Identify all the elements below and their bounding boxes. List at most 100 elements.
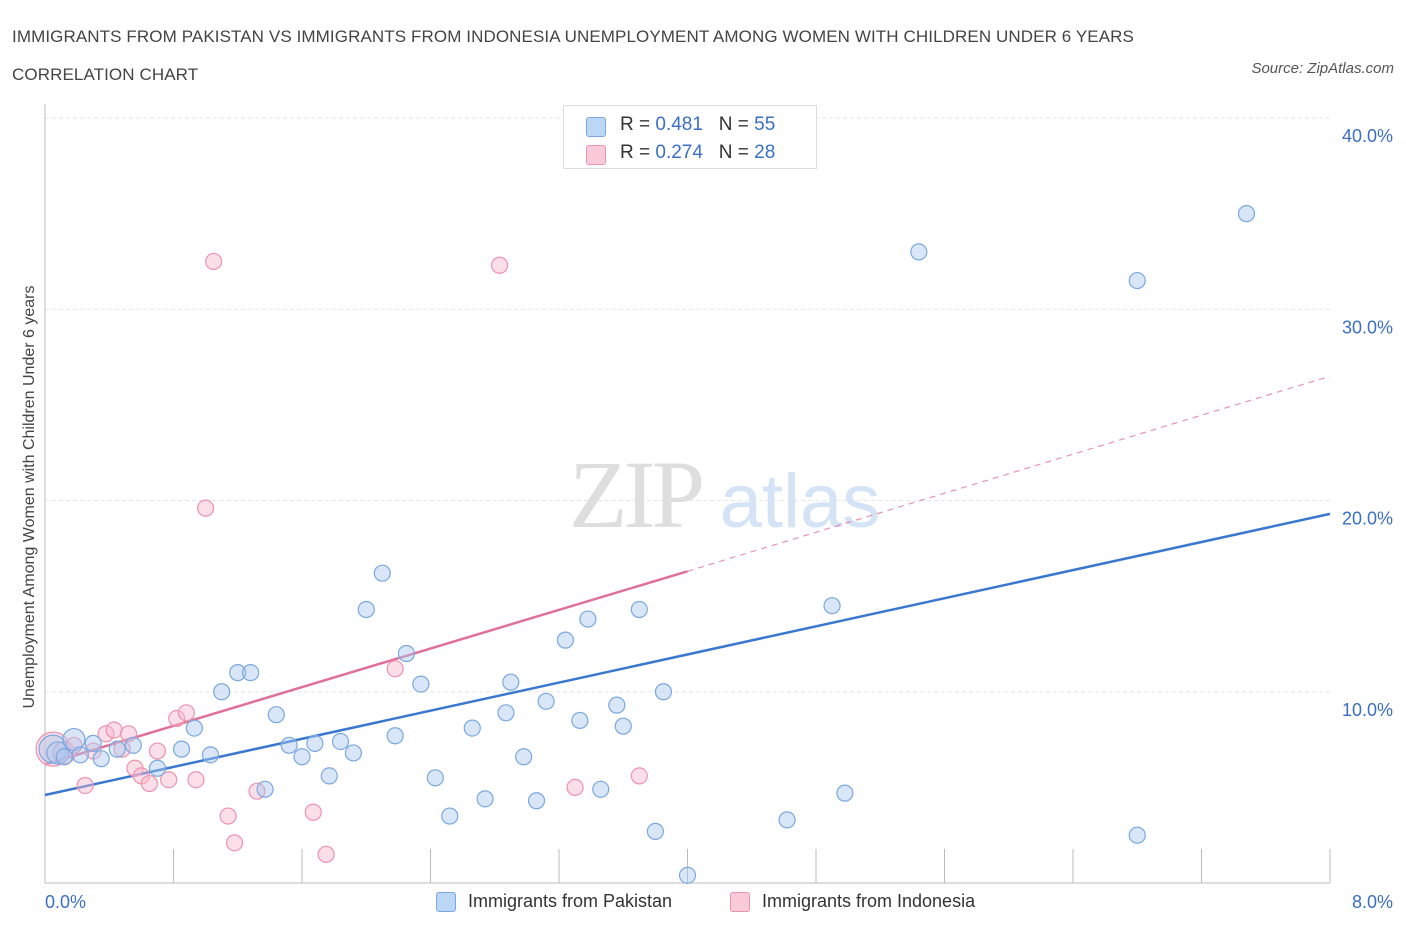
point-pakistan <box>463 719 481 737</box>
source-label: Source: ZipAtlas.com <box>1251 60 1394 77</box>
point-pakistan <box>55 748 73 766</box>
trend-line-pakistan <box>44 512 1331 797</box>
point-pakistan <box>502 673 520 691</box>
legend-n-indonesia: 28 <box>754 142 776 163</box>
trend-indonesia <box>44 375 1331 766</box>
point-pakistan <box>201 746 220 764</box>
trend-line-indonesia <box>44 570 688 766</box>
point-pakistan <box>515 748 533 766</box>
point-pakistan <box>476 790 494 808</box>
point-indonesia <box>225 834 244 852</box>
point-pakistan <box>654 683 673 701</box>
point-indonesia <box>148 742 167 760</box>
point-pakistan <box>320 767 338 785</box>
point-indonesia <box>97 725 115 743</box>
chart-title: IMMIGRANTS FROM PAKISTAN VS IMMIGRANTS F… <box>12 27 1134 84</box>
point-indonesia <box>205 252 223 271</box>
legend-r-pakistan: 0.481 <box>655 114 703 135</box>
series-swatch-pakistan <box>436 892 456 912</box>
point-indonesia <box>197 499 215 517</box>
point-indonesia <box>177 704 195 722</box>
legend-r-indonesia: 0.274 <box>655 142 703 163</box>
point-pakistan <box>412 675 430 693</box>
point-indonesia <box>386 660 404 678</box>
legend-swatch-indonesia <box>586 145 606 165</box>
point-pakistan <box>910 243 928 261</box>
point-indonesia <box>140 774 159 793</box>
point-pakistan <box>92 750 110 768</box>
point-indonesia <box>105 721 123 739</box>
points-pakistan <box>38 205 1256 884</box>
point-pakistan <box>1128 271 1146 290</box>
x-tick-label-max: 8.0% <box>1352 892 1393 912</box>
point-pakistan <box>778 811 796 829</box>
legend-n-pakistan: 55 <box>754 114 776 135</box>
point-indonesia <box>113 740 131 758</box>
point-pakistan <box>397 644 416 663</box>
point-indonesia <box>490 256 509 274</box>
point-pakistan <box>527 792 546 810</box>
point-indonesia <box>566 778 584 796</box>
watermark: ZIP atlas <box>569 441 880 548</box>
points-indonesia <box>35 252 648 863</box>
watermark-atlas: atlas <box>720 459 881 544</box>
grid-lines <box>45 117 1330 693</box>
point-pakistan <box>556 631 575 649</box>
trend-line-indonesia-extension <box>687 375 1331 572</box>
point-pakistan <box>823 597 841 615</box>
point-pakistan <box>242 664 260 682</box>
y-tick-label: 20.0% <box>1342 509 1393 529</box>
point-indonesia <box>35 731 71 767</box>
point-pakistan <box>646 822 664 840</box>
point-indonesia <box>168 709 186 728</box>
point-pakistan <box>1237 205 1256 223</box>
point-indonesia <box>160 771 178 789</box>
point-indonesia <box>187 771 205 789</box>
point-pakistan <box>678 866 697 884</box>
watermark-zip: ZIP <box>569 441 702 548</box>
point-pakistan <box>267 706 285 724</box>
point-pakistan <box>229 664 247 682</box>
point-pakistan <box>537 692 555 710</box>
point-pakistan <box>386 727 404 745</box>
legend-text-pakistan: R = 0.481 N = 55 <box>620 114 776 135</box>
series-swatch-indonesia <box>730 892 750 912</box>
correlation-legend: R = 0.481 N = 55 R = 0.274 N = 28 <box>563 105 817 169</box>
point-indonesia <box>317 845 335 863</box>
point-pakistan <box>441 807 459 825</box>
point-pakistan <box>108 740 126 758</box>
point-pakistan <box>293 748 311 766</box>
point-indonesia <box>304 803 322 821</box>
point-pakistan <box>256 780 274 798</box>
x-tick-label-min: 0.0% <box>45 892 86 912</box>
legend-text-indonesia: R = 0.274 N = 28 <box>620 142 776 163</box>
point-pakistan <box>84 734 102 752</box>
point-pakistan <box>426 769 444 787</box>
point-pakistan <box>306 734 324 752</box>
series-name-pakistan: Immigrants from Pakistan <box>468 891 673 911</box>
series-name-indonesia: Immigrants from Indonesia <box>762 891 976 911</box>
point-pakistan <box>124 736 142 754</box>
y-tick-label: 40.0% <box>1342 126 1393 146</box>
y-tick-label: 10.0% <box>1342 700 1393 720</box>
point-pakistan <box>614 717 632 735</box>
point-pakistan <box>373 564 391 582</box>
trend-pakistan <box>44 512 1331 797</box>
point-pakistan <box>185 719 203 737</box>
point-indonesia <box>76 776 94 795</box>
legend-swatch-pakistan <box>586 117 606 137</box>
point-pakistan <box>213 683 231 701</box>
point-pakistan <box>357 600 375 619</box>
point-pakistan <box>344 744 362 762</box>
point-indonesia <box>219 807 237 825</box>
point-pakistan <box>148 759 167 777</box>
point-pakistan <box>630 600 648 619</box>
point-pakistan <box>1128 826 1146 844</box>
point-indonesia <box>630 767 648 785</box>
point-pakistan <box>579 610 597 628</box>
point-pakistan <box>592 780 610 798</box>
y-tick-labels: 10.0% 20.0% 30.0% 40.0% <box>1342 126 1393 720</box>
point-pakistan <box>280 736 298 754</box>
point-pakistan <box>172 740 191 758</box>
